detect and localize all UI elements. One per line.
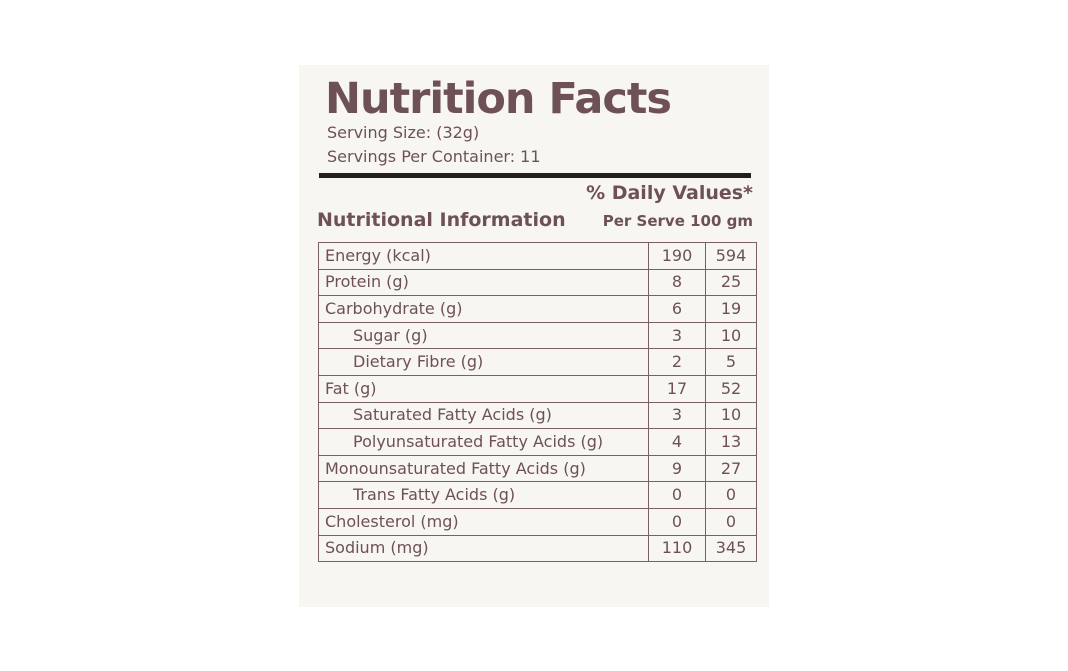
table-row: Sugar (g) 3 10 xyxy=(318,321,757,350)
per-serve-value: 17 xyxy=(648,374,706,403)
nutrition-facts-title: Nutrition Facts xyxy=(325,74,672,124)
table-row: Energy (kcal) 190 594 xyxy=(318,242,757,270)
nutrient-name: Sugar (g) xyxy=(318,321,649,350)
columns-label: Per Serve 100 gm xyxy=(602,212,753,230)
nutrient-name: Protein (g) xyxy=(318,268,649,297)
serving-size: Serving Size: (32g) xyxy=(327,123,480,142)
nutrient-name: Fat (g) xyxy=(318,374,649,403)
per-serve-value: 110 xyxy=(648,534,706,563)
table-row: Polyunsaturated Fatty Acids (g) 4 13 xyxy=(318,428,757,456)
per-100g-value: 594 xyxy=(705,242,757,270)
per-serve-value: 190 xyxy=(648,242,706,270)
per-serve-value: 3 xyxy=(648,401,706,430)
per-100g-value: 52 xyxy=(705,374,757,403)
nutrient-name: Dietary Fibre (g) xyxy=(318,348,649,376)
table-row: Trans Fatty Acids (g) 0 0 xyxy=(318,481,757,509)
nutritional-information-label: Nutritional Information xyxy=(317,209,566,231)
table-row: Dietary Fibre (g) 2 5 xyxy=(318,348,757,376)
per-serve-value: 0 xyxy=(648,481,706,509)
nutrient-name: Energy (kcal) xyxy=(318,242,649,270)
per-serve-value: 2 xyxy=(648,348,706,376)
per-serve-value: 9 xyxy=(648,454,706,483)
header-divider xyxy=(319,173,751,178)
per-100g-value: 5 xyxy=(705,348,757,376)
nutrient-name: Cholesterol (mg) xyxy=(318,507,649,536)
nutrient-name: Trans Fatty Acids (g) xyxy=(318,481,649,509)
per-serve-value: 3 xyxy=(648,321,706,350)
per-100g-value: 10 xyxy=(705,321,757,350)
table-row: Sodium (mg) 110 345 xyxy=(318,534,757,563)
nutrient-name: Polyunsaturated Fatty Acids (g) xyxy=(318,428,649,456)
table-row: Carbohydrate (g) 6 19 xyxy=(318,295,757,323)
daily-values-header: % Daily Values* xyxy=(586,182,753,204)
per-100g-value: 0 xyxy=(705,507,757,536)
table-row: Fat (g) 17 52 xyxy=(318,374,757,403)
table-row: Saturated Fatty Acids (g) 3 10 xyxy=(318,401,757,430)
nutrient-name: Carbohydrate (g) xyxy=(318,295,649,323)
table-row: Cholesterol (mg) 0 0 xyxy=(318,507,757,536)
nutrition-table-body: Energy (kcal) 190 594 Protein (g) 8 25 Carbohy… xyxy=(318,242,757,563)
per-serve-value: 4 xyxy=(648,428,706,456)
per-serve-value: 6 xyxy=(648,295,706,323)
per-serve-value: 8 xyxy=(648,268,706,297)
per-100g-value: 25 xyxy=(705,268,757,297)
nutrient-name: Sodium (mg) xyxy=(318,534,649,563)
per-100g-value: 13 xyxy=(705,428,757,456)
per-100g-value: 27 xyxy=(705,454,757,483)
nutrient-name: Saturated Fatty Acids (g) xyxy=(318,401,649,430)
nutrition-label-panel: Nutrition Facts Serving Size: (32g) Serv… xyxy=(299,65,769,607)
per-serve-value: 0 xyxy=(648,507,706,536)
per-100g-value: 19 xyxy=(705,295,757,323)
per-100g-value: 10 xyxy=(705,401,757,430)
table-row: Protein (g) 8 25 xyxy=(318,268,757,297)
nutrition-table: Energy (kcal) 190 594 Protein (g) 8 25 Carbohy… xyxy=(318,242,757,563)
per-100g-value: 345 xyxy=(705,534,757,563)
table-row: Monounsaturated Fatty Acids (g) 9 27 xyxy=(318,454,757,483)
servings-per-container: Servings Per Container: 11 xyxy=(327,147,541,166)
nutrient-name: Monounsaturated Fatty Acids (g) xyxy=(318,454,649,483)
per-100g-value: 0 xyxy=(705,481,757,509)
